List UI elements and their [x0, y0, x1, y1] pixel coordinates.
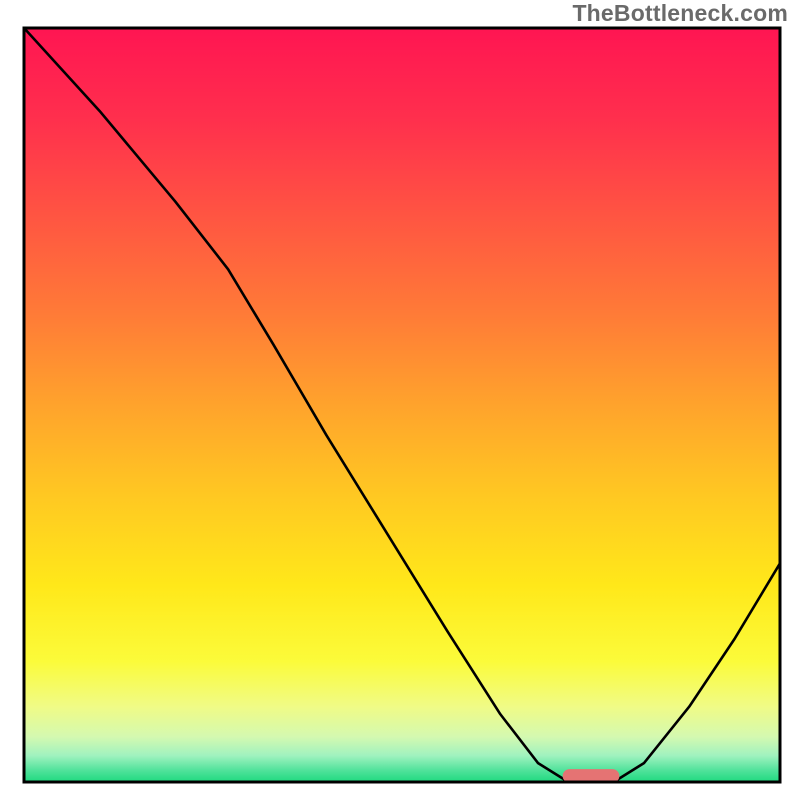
chart-container: TheBottleneck.com: [0, 0, 800, 800]
plot-background-gradient: [24, 28, 780, 782]
bottleneck-chart: [0, 0, 800, 800]
